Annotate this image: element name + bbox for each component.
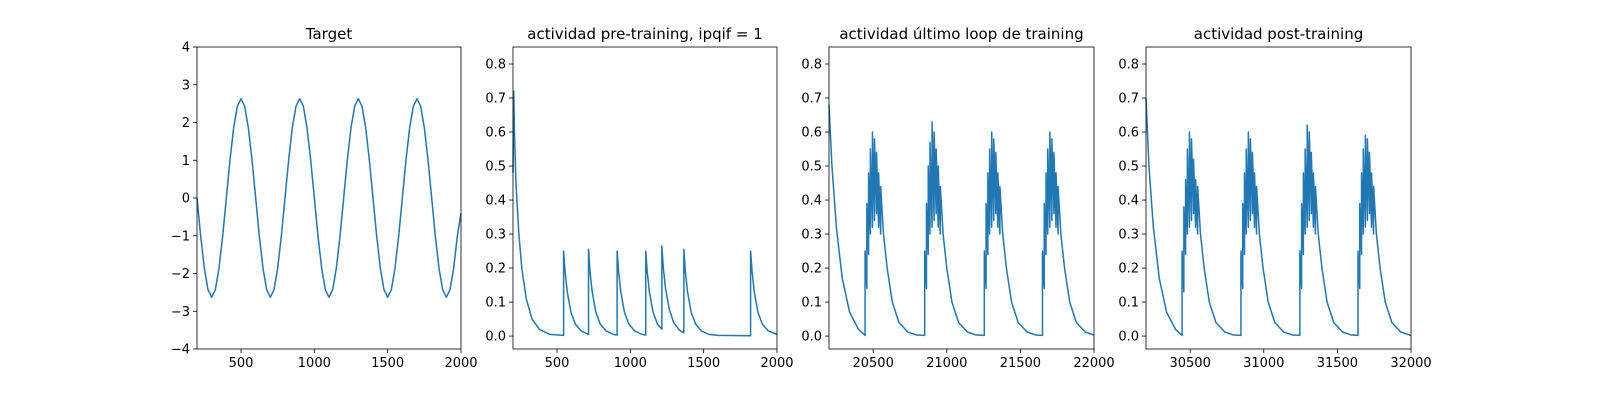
- y-tick-label: 0.6: [1118, 126, 1139, 141]
- y-tick-label: 2: [182, 116, 190, 131]
- axes-frame: [828, 46, 1095, 350]
- y-tick-label: 0.3: [1118, 228, 1139, 243]
- y-tick-label: 1: [182, 154, 190, 169]
- y-tick-label: 0.4: [1118, 194, 1139, 209]
- x-tick-label: 31500: [1317, 356, 1358, 371]
- x-tick-label: 21000: [926, 356, 967, 371]
- subplot: Target −4 −3 −2 −1 0 1 2 3 4 500 1000 1500 2000: [171, 25, 478, 371]
- x-tick-label: 32000: [1390, 356, 1431, 371]
- data-line: [828, 104, 1095, 337]
- x-tick-label: 21500: [1000, 356, 1041, 371]
- y-tick-label: 0.7: [801, 92, 822, 107]
- x-tick-label: 500: [545, 356, 570, 371]
- y-tick-label: 0.8: [801, 58, 822, 73]
- y-tick-label: −2: [171, 267, 190, 282]
- y-tick-label: 0.2: [485, 262, 506, 277]
- y-tick-label: 0.0: [1118, 330, 1139, 345]
- axes-frame: [512, 46, 778, 350]
- y-tick-label: 3: [182, 78, 190, 93]
- data-line: [196, 97, 462, 299]
- x-tick-label: 30500: [1169, 356, 1210, 371]
- subplot-title: actividad pre-training, ipqif = 1: [527, 25, 763, 43]
- data-line: [1145, 97, 1412, 337]
- subplot: actividad post-training 0.0 0.1 0.2 0.3 0.4 0.…: [1118, 25, 1431, 371]
- axes-frame: [196, 46, 462, 350]
- axes-frame: [1145, 46, 1412, 350]
- subplot: actividad último loop de training 0.0 0.1 0…: [801, 25, 1114, 371]
- y-tick-label: 0.2: [801, 262, 822, 277]
- y-tick-label: 0.8: [1118, 58, 1139, 73]
- y-tick-label: 0.5: [801, 160, 822, 175]
- y-tick-label: 4: [182, 41, 190, 56]
- data-line: [512, 90, 778, 337]
- y-tick-label: 0.1: [1118, 296, 1139, 311]
- y-tick-label: −1: [171, 229, 190, 244]
- y-tick-label: 0.4: [485, 194, 506, 209]
- subplot-title: Target: [305, 25, 353, 43]
- y-tick-label: 0.3: [801, 228, 822, 243]
- x-tick-label: 1000: [298, 356, 331, 371]
- y-tick-label: 0.4: [801, 194, 822, 209]
- y-tick-label: −3: [171, 305, 190, 320]
- y-tick-label: 0: [182, 192, 190, 207]
- y-tick-label: 0.5: [1118, 160, 1139, 175]
- y-tick-label: 0.6: [801, 126, 822, 141]
- y-tick-label: −4: [171, 343, 190, 358]
- subplot: actividad pre-training, ipqif = 1 0.0 0.1 0…: [485, 25, 793, 371]
- x-tick-label: 1500: [687, 356, 720, 371]
- y-tick-label: 0.6: [485, 126, 506, 141]
- y-tick-label: 0.7: [485, 92, 506, 107]
- subplot-title: actividad último loop de training: [839, 25, 1083, 43]
- x-tick-label: 2000: [444, 356, 477, 371]
- x-tick-label: 2000: [760, 356, 793, 371]
- x-tick-label: 20500: [852, 356, 893, 371]
- y-tick-label: 0.3: [485, 228, 506, 243]
- y-tick-label: 0.1: [801, 296, 822, 311]
- y-tick-label: 0.0: [485, 330, 506, 345]
- x-tick-label: 1000: [614, 356, 647, 371]
- y-tick-label: 0.5: [485, 160, 506, 175]
- subplot-title: actividad post-training: [1194, 25, 1363, 43]
- y-tick-label: 0.1: [485, 296, 506, 311]
- x-tick-label: 500: [229, 356, 254, 371]
- x-tick-label: 31000: [1243, 356, 1284, 371]
- y-tick-label: 0.2: [1118, 262, 1139, 277]
- y-tick-label: 0.8: [485, 58, 506, 73]
- y-tick-label: 0.7: [1118, 92, 1139, 107]
- y-tick-label: 0.0: [801, 330, 822, 345]
- x-tick-label: 1500: [371, 356, 404, 371]
- x-tick-label: 22000: [1073, 356, 1114, 371]
